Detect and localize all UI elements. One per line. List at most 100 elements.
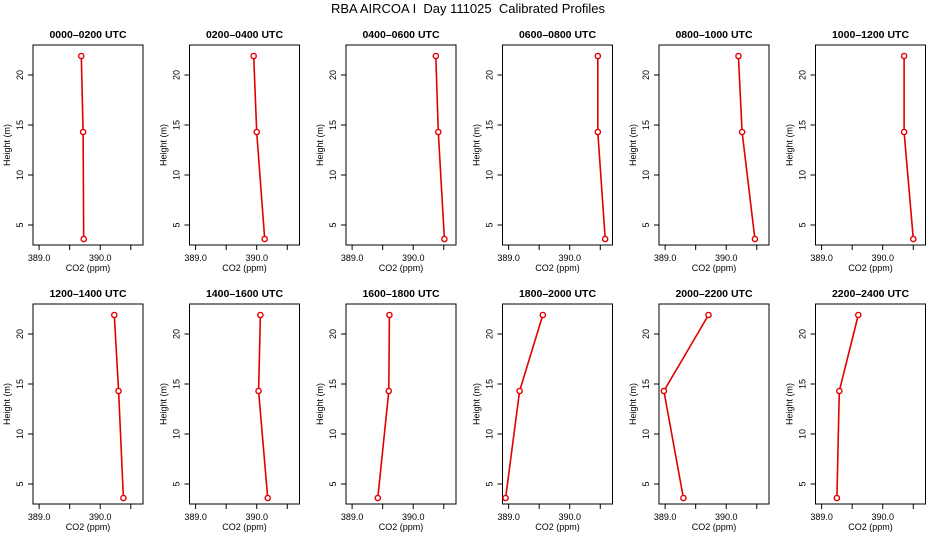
data-point — [253, 128, 261, 136]
data-point — [738, 128, 746, 136]
y-axis-label: Height (m) — [472, 124, 482, 166]
x-tick-label: 389.0 — [810, 512, 833, 522]
y-tick-label: 15 — [328, 120, 338, 130]
data-point — [660, 387, 668, 395]
plot-frame — [502, 44, 613, 246]
y-axis-label: Height (m) — [315, 124, 325, 166]
profile-line — [113, 314, 125, 499]
panel-title: 0800–1000 UTC — [675, 29, 752, 41]
panel-10: 1800–2000 UTC 389.0 390.0 5 10 15 20 CO2 (ppm) H… — [472, 288, 613, 532]
y-tick-label: 5 — [798, 481, 808, 486]
y-tick-label: 20 — [328, 329, 338, 339]
x-tick-label: 389.0 — [184, 253, 207, 263]
data-point — [261, 235, 268, 243]
plot-frame — [189, 44, 300, 246]
profile-line — [596, 56, 606, 240]
x-tick-label: 390.0 — [871, 253, 894, 263]
x-axis-label: CO2 (ppm) — [535, 263, 580, 273]
y-tick-label: 10 — [641, 429, 651, 439]
page-title: RBA AIRCOA I Day 111025 Calibrated Profi… — [330, 1, 606, 16]
x-tick-label: 390.0 — [402, 253, 425, 263]
y-axis-label: Height (m) — [315, 383, 325, 425]
x-axis-label: CO2 (ppm) — [66, 522, 111, 532]
x-axis-label: CO2 (ppm) — [692, 263, 737, 273]
y-tick-label: 15 — [172, 379, 182, 389]
y-tick-label: 15 — [798, 120, 808, 130]
data-point — [680, 494, 687, 502]
panel-title: 1200–1400 UTC — [49, 288, 126, 300]
y-tick-label: 10 — [641, 170, 651, 180]
data-point — [909, 235, 917, 243]
panel-title: 0400–0600 UTC — [362, 29, 439, 41]
x-tick-label: 389.0 — [341, 253, 364, 263]
data-point — [385, 387, 393, 395]
panel-6: 1000–1200 UTC 389.0 390.0 5 10 15 20 CO2 (ppm) H… — [785, 29, 926, 273]
y-tick-label: 5 — [172, 222, 182, 227]
y-tick-label: 20 — [328, 70, 338, 80]
y-tick-label: 5 — [15, 481, 25, 486]
panel-title: 2200–2400 UTC — [832, 288, 909, 300]
y-tick-label: 5 — [641, 481, 651, 486]
data-point — [751, 235, 759, 243]
y-axis-label: Height (m) — [785, 124, 795, 166]
panel-5: 0800–1000 UTC 389.0 390.0 5 10 15 20 CO2 (ppm) H… — [628, 29, 770, 273]
x-axis-label: CO2 (ppm) — [379, 263, 424, 273]
data-point — [115, 387, 122, 395]
y-tick-label: 20 — [15, 329, 25, 339]
y-tick-label: 15 — [485, 379, 495, 389]
y-tick-label: 20 — [798, 329, 808, 339]
y-tick-label: 10 — [798, 170, 808, 180]
x-axis-label: CO2 (ppm) — [535, 522, 580, 532]
plot-frame — [345, 44, 457, 246]
panel-9: 1600–1800 UTC 389.0 390.0 5 10 15 20 CO2 (ppm) H… — [315, 288, 457, 532]
y-tick-label: 5 — [798, 222, 808, 227]
y-tick-label: 20 — [485, 70, 495, 80]
y-axis-label: Height (m) — [159, 383, 169, 425]
profile-line — [663, 314, 710, 499]
x-axis-label: CO2 (ppm) — [379, 522, 424, 532]
y-tick-label: 5 — [485, 481, 495, 486]
y-axis-label: Height (m) — [2, 383, 12, 425]
data-point — [386, 311, 393, 319]
data-point — [264, 494, 272, 502]
y-tick-label: 10 — [15, 170, 25, 180]
data-point — [900, 128, 908, 136]
y-axis-label: Height (m) — [628, 383, 638, 425]
profile-line — [435, 55, 446, 240]
data-point — [432, 52, 440, 60]
data-point — [502, 494, 509, 502]
plot-frame — [658, 44, 770, 246]
y-tick-label: 20 — [172, 70, 182, 80]
panel-12: 2200–2400 UTC 389.0 390.0 5 10 15 20 CO2 (ppm) H… — [785, 288, 926, 532]
panel-1: 0000–0200 UTC 389.0 390.0 5 10 15 20 CO2 (ppm) H… — [2, 29, 144, 273]
data-point — [735, 52, 742, 60]
panel-11: 2000–2200 UTC 389.0 390.0 5 10 15 20 CO2 (ppm) H… — [628, 288, 770, 532]
y-tick-label: 5 — [485, 222, 495, 227]
x-tick-label: 390.0 — [89, 253, 112, 263]
profile-line — [737, 55, 756, 240]
y-axis-label: Height (m) — [472, 383, 482, 425]
plot-frame — [502, 303, 613, 505]
x-tick-label: 390.0 — [558, 512, 581, 522]
data-point — [594, 128, 602, 136]
y-tick-label: 10 — [15, 429, 25, 439]
y-tick-label: 5 — [328, 222, 338, 227]
data-point — [257, 311, 264, 319]
data-point — [77, 52, 85, 60]
data-point — [120, 494, 127, 502]
y-tick-label: 15 — [328, 379, 338, 389]
data-point — [854, 311, 862, 319]
y-tick-label: 15 — [172, 120, 182, 130]
x-tick-label: 390.0 — [245, 512, 268, 522]
data-point — [594, 52, 602, 60]
x-axis-label: CO2 (ppm) — [222, 263, 267, 273]
panel-7: 1200–1400 UTC 389.0 390.0 5 10 15 20 CO2 (ppm) H… — [2, 288, 144, 532]
x-axis-label: CO2 (ppm) — [848, 263, 893, 273]
data-point — [441, 235, 448, 243]
data-point — [80, 235, 88, 243]
y-tick-label: 20 — [641, 70, 651, 80]
y-tick-label: 20 — [485, 329, 495, 339]
panel-title: 0200–0400 UTC — [206, 29, 283, 41]
y-axis-label: Height (m) — [628, 124, 638, 166]
profile-line — [80, 55, 85, 240]
